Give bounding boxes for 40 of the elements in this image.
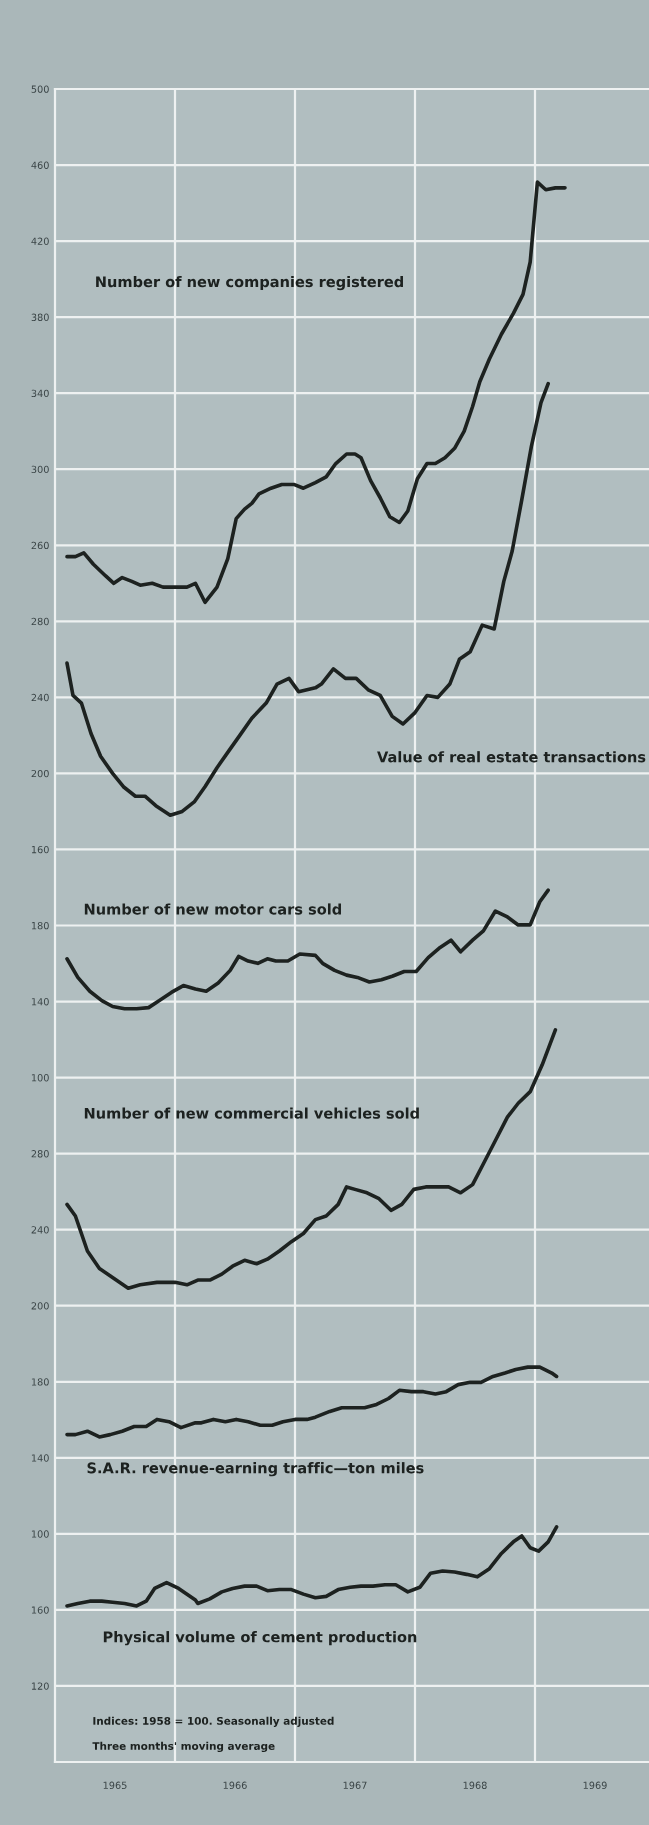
x-tick-label: 1967 [343, 1781, 367, 1789]
text: Number of new motor cars sold [84, 903, 341, 915]
y-tick-label: 200 [31, 769, 49, 778]
y-tick-label: 100 [31, 1530, 49, 1538]
y-tick-label: 140 [31, 1454, 49, 1462]
line-series [65, 1028, 558, 1291]
y-tick-label: 100 [31, 1074, 49, 1082]
text: Number of new companies registered [96, 275, 403, 291]
y-tick-label: 380 [31, 313, 49, 321]
y-tick-label: 180 [31, 1378, 49, 1386]
y-tick-label: 160 [31, 845, 49, 854]
line-series [65, 1365, 559, 1439]
y-tick-label: 280 [31, 1150, 49, 1158]
y-tick-label: 340 [31, 389, 49, 398]
y-tick-label: 420 [31, 237, 49, 245]
y-tick-label: 120 [31, 1682, 49, 1690]
annotation: Indices: 1958 = 100. Seasonally adjusted [93, 1716, 334, 1727]
y-tick-label: 260 [31, 541, 49, 550]
y-tick-label: 300 [31, 465, 49, 474]
y-tick-label: 500 [31, 85, 49, 93]
text: Physical volume of cement production [103, 1631, 417, 1646]
y-tick-label: 460 [31, 161, 49, 169]
y-tick-label: 180 [31, 921, 49, 930]
line-series [65, 888, 551, 1011]
line-series [65, 1525, 559, 1608]
x-tick-label: 1968 [463, 1781, 487, 1789]
y-tick-label: 240 [31, 1226, 49, 1234]
y-tick-label: 240 [31, 693, 49, 702]
y-tick-label: 200 [31, 1302, 49, 1310]
y-tick-label: 140 [31, 998, 49, 1006]
annotation: Three months' moving average [92, 1741, 275, 1753]
x-tick-label: 1966 [223, 1781, 247, 1789]
text: Number of new commercial vehicles sold [84, 1107, 419, 1119]
y-tick-label: 280 [31, 617, 49, 626]
series-label: S.A.R. revenue-earning traffic—ton miles [87, 1462, 424, 1477]
text: Value of real estate transactions [377, 751, 646, 763]
x-tick-label: 1965 [103, 1781, 127, 1789]
y-tick-label: 160 [31, 1606, 49, 1614]
line-series [65, 180, 567, 605]
x-tick-label: 1969 [583, 1781, 607, 1789]
